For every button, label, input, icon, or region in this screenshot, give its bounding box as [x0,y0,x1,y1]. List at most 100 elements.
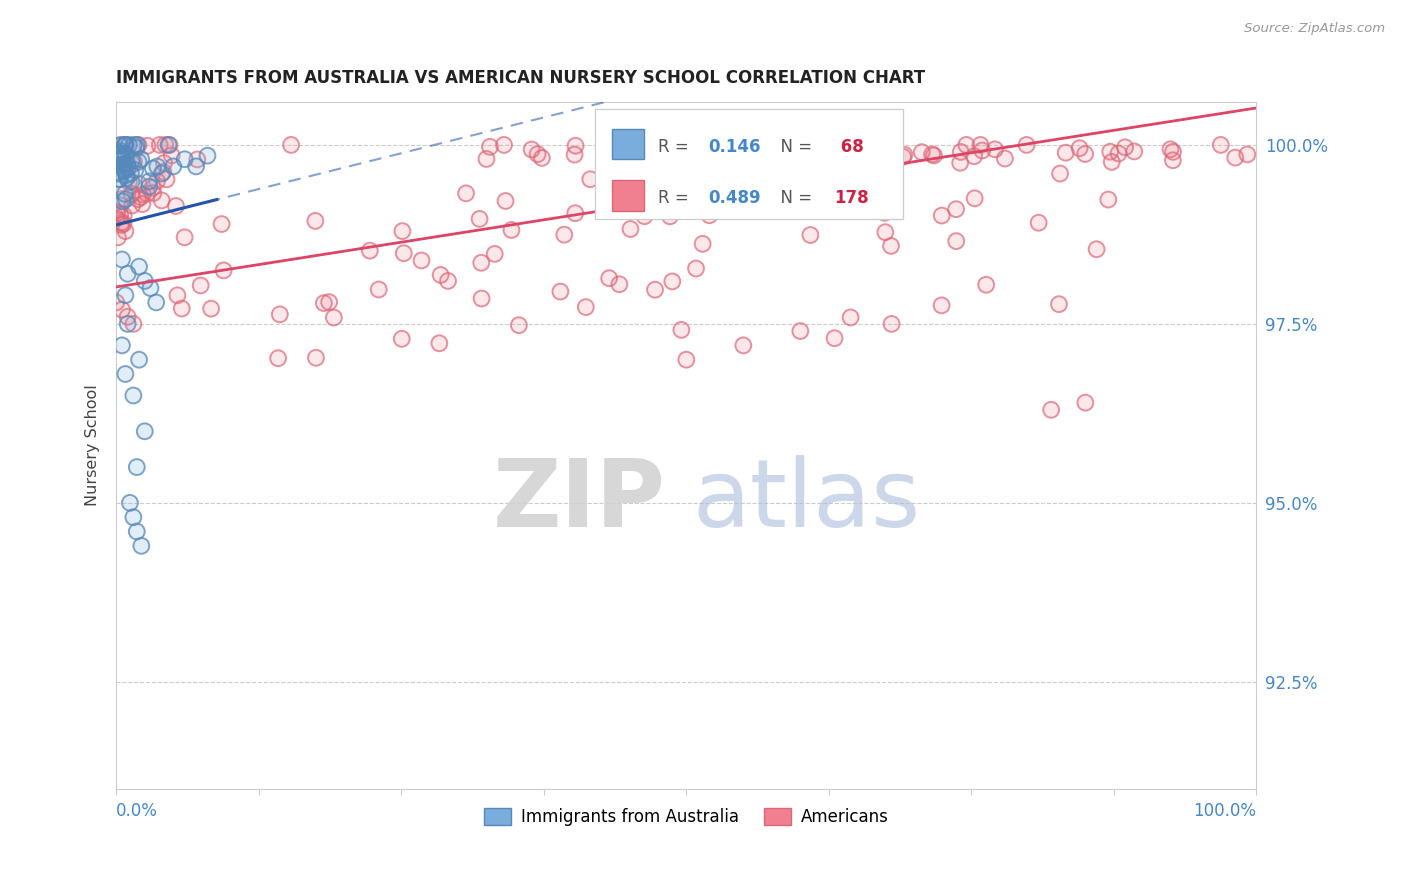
FancyBboxPatch shape [612,128,644,159]
Point [150,167,173,181]
Point [267,351,290,366]
Point [121,198,143,212]
Point [120,166,142,180]
Point [110,137,132,152]
Point [1161,153,1184,168]
Point [813,140,835,154]
Point [131,539,153,553]
Point [801,137,824,152]
Point [322,310,344,325]
Point [661,274,683,288]
Point [949,155,972,169]
Point [1015,137,1038,152]
Point [152,165,174,179]
Point [118,496,141,510]
Point [530,151,553,165]
Text: 0.0%: 0.0% [117,802,157,820]
Point [110,147,132,161]
Point [471,292,494,306]
Point [911,145,934,160]
Point [122,154,145,169]
Point [693,148,716,162]
Point [105,146,128,161]
Point [1236,147,1258,161]
Point [138,174,160,188]
Point [121,153,143,168]
Point [112,208,135,222]
Point [468,211,491,226]
Point [120,166,142,180]
Point [839,310,862,325]
Point [633,209,655,223]
Point [974,277,997,292]
Point [122,388,145,402]
Point [121,198,143,212]
Point [105,153,128,168]
Point [166,288,188,302]
Point [170,301,193,316]
Point [969,137,991,152]
Point [411,253,433,268]
Point [190,278,212,293]
Point [139,281,162,295]
Point [501,223,523,237]
Point [121,186,143,201]
Point [122,317,145,331]
Point [145,295,167,310]
Point [117,161,139,176]
Point [105,153,128,168]
Point [575,300,598,314]
Point [110,215,132,229]
Point [678,139,700,153]
Point [1114,140,1136,154]
Point [105,295,128,310]
Point [155,137,177,152]
Point [117,317,139,331]
Text: 0.146: 0.146 [709,137,761,155]
Point [117,161,139,176]
Point [786,138,808,153]
Point [111,194,134,209]
Point [1123,145,1146,159]
Point [931,298,953,312]
Point [111,192,134,206]
Point [211,217,233,231]
Point [111,302,134,317]
Point [1040,402,1063,417]
Point [755,191,778,205]
Point [162,160,184,174]
Point [963,149,986,163]
Point [661,274,683,288]
Point [125,141,148,155]
Point [972,144,994,158]
Point [111,252,134,267]
Point [136,186,159,201]
Point [875,225,897,239]
Point [839,310,862,325]
Point [125,524,148,539]
Point [105,206,128,220]
Point [391,332,413,346]
Text: R =: R = [658,137,693,155]
Y-axis label: Nursery School: Nursery School [86,384,100,507]
Point [891,150,914,164]
Point [105,211,128,226]
Point [484,247,506,261]
Point [186,153,208,167]
Point [165,199,187,213]
Point [114,157,136,171]
Point [157,137,180,152]
Point [110,218,132,232]
Point [693,148,716,162]
Point [110,147,132,161]
Point [117,310,139,324]
Point [1074,147,1097,161]
Point [114,137,136,152]
Point [132,187,155,202]
Point [359,244,381,258]
Point [141,181,163,195]
Point [111,157,134,171]
Point [1054,145,1077,160]
Point [644,151,666,165]
Point [138,179,160,194]
